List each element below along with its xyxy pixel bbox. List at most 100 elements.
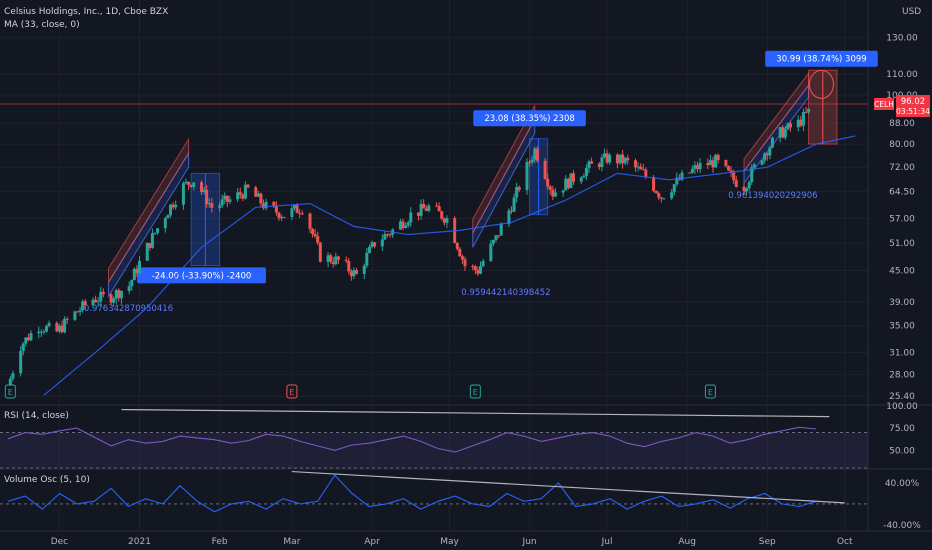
candle-body [424, 208, 428, 211]
earnings-marker-letter: E [289, 388, 294, 397]
candle-body [373, 242, 377, 247]
candle-body [476, 269, 480, 274]
candle-body [166, 215, 170, 219]
candle-body [380, 239, 384, 247]
candle-body [316, 236, 320, 243]
candle-body [621, 154, 625, 164]
time-tick-label: Dec [51, 537, 68, 547]
candle-body [272, 201, 276, 207]
rsi-legend-label: RSI (14, close) [4, 411, 69, 421]
candle-body [801, 111, 805, 126]
candle-body [517, 187, 521, 190]
candle-body [246, 184, 250, 188]
earnings-marker-letter: E [8, 388, 13, 397]
candle-body [362, 265, 366, 274]
candle-body [499, 224, 503, 236]
candle-body [241, 194, 245, 199]
candle-body [778, 127, 782, 138]
candle-body [290, 208, 294, 217]
ma-series [43, 135, 856, 396]
rsi-band [0, 432, 868, 468]
candle-body [259, 193, 263, 204]
candle-body [698, 163, 702, 170]
candle-body [471, 266, 475, 268]
candle-body [119, 290, 123, 299]
candle-body [223, 195, 227, 200]
candle-body [21, 343, 25, 351]
candle-body [786, 123, 790, 130]
panel-separators [0, 0, 932, 532]
candle-body [256, 193, 260, 197]
candle-body [789, 123, 792, 128]
candle-body [494, 235, 498, 240]
candle-body [582, 176, 586, 178]
candle-body [298, 213, 302, 215]
candle-body [641, 169, 645, 171]
candle-body [605, 153, 609, 163]
candle-body [561, 190, 565, 193]
candle-body [156, 228, 160, 233]
candle-body [202, 189, 206, 192]
candle-body [184, 181, 188, 184]
candle-body [696, 165, 699, 170]
time-tick-label: Jul [601, 537, 613, 547]
candle-body [626, 157, 630, 161]
candle-body [747, 182, 751, 189]
measure-label-jan-bg [137, 267, 266, 284]
candle-body [409, 212, 413, 223]
candle-body [243, 184, 247, 199]
price-tick-label: 130.00 [886, 33, 918, 43]
candle-body [344, 259, 348, 261]
candle-body [274, 206, 278, 213]
candle-body [600, 157, 604, 167]
candle-body [406, 222, 410, 226]
rsi-line [7, 426, 817, 453]
candle-body [262, 203, 265, 209]
candle-body [445, 218, 449, 223]
candle-body [189, 184, 193, 187]
candle-body [463, 259, 467, 267]
candle-body [26, 337, 30, 341]
candle-body [553, 192, 557, 197]
axes: 130.00 110.00 100.00 88.00 80.00 72.00 64.50 57… [51, 33, 930, 547]
candle-body [440, 211, 444, 219]
currency-label: USD [902, 7, 921, 17]
candle-body [109, 294, 113, 303]
candle-body [326, 255, 330, 262]
price-tick-label: 80.00 [889, 140, 915, 150]
candle-body [515, 187, 519, 198]
candle-body [417, 212, 420, 216]
candle-body [45, 326, 48, 332]
price-tick-label: 57.00 [889, 215, 915, 225]
candle-body [383, 234, 387, 240]
candle-body [672, 184, 676, 193]
candle-body [220, 199, 224, 206]
candle-body [101, 291, 105, 295]
price-tick-label: 110.00 [886, 70, 918, 80]
candle-body [564, 178, 568, 191]
candle-body [711, 160, 715, 168]
candle-body [435, 205, 439, 207]
candle-body [455, 242, 459, 249]
candle-body [264, 201, 268, 209]
candle-body [489, 243, 493, 261]
candle-body [96, 301, 100, 303]
candle-body [543, 160, 547, 179]
candle-body [734, 180, 738, 187]
candle-body [277, 212, 281, 219]
countdown-timer: 03:51:34 [896, 107, 930, 116]
candle-body [24, 337, 28, 344]
price-tick-label: 31.00 [889, 348, 915, 358]
candle-body [42, 331, 46, 333]
vosc-tick-label: -40.00% [883, 521, 921, 531]
candle-body [530, 159, 534, 163]
candle-body [187, 181, 191, 185]
rsi-panel [0, 408, 868, 469]
candle-body [608, 154, 612, 163]
candle-body [365, 252, 369, 266]
candle-body [510, 210, 513, 212]
candle-body [130, 280, 134, 287]
candle-body [770, 137, 774, 148]
